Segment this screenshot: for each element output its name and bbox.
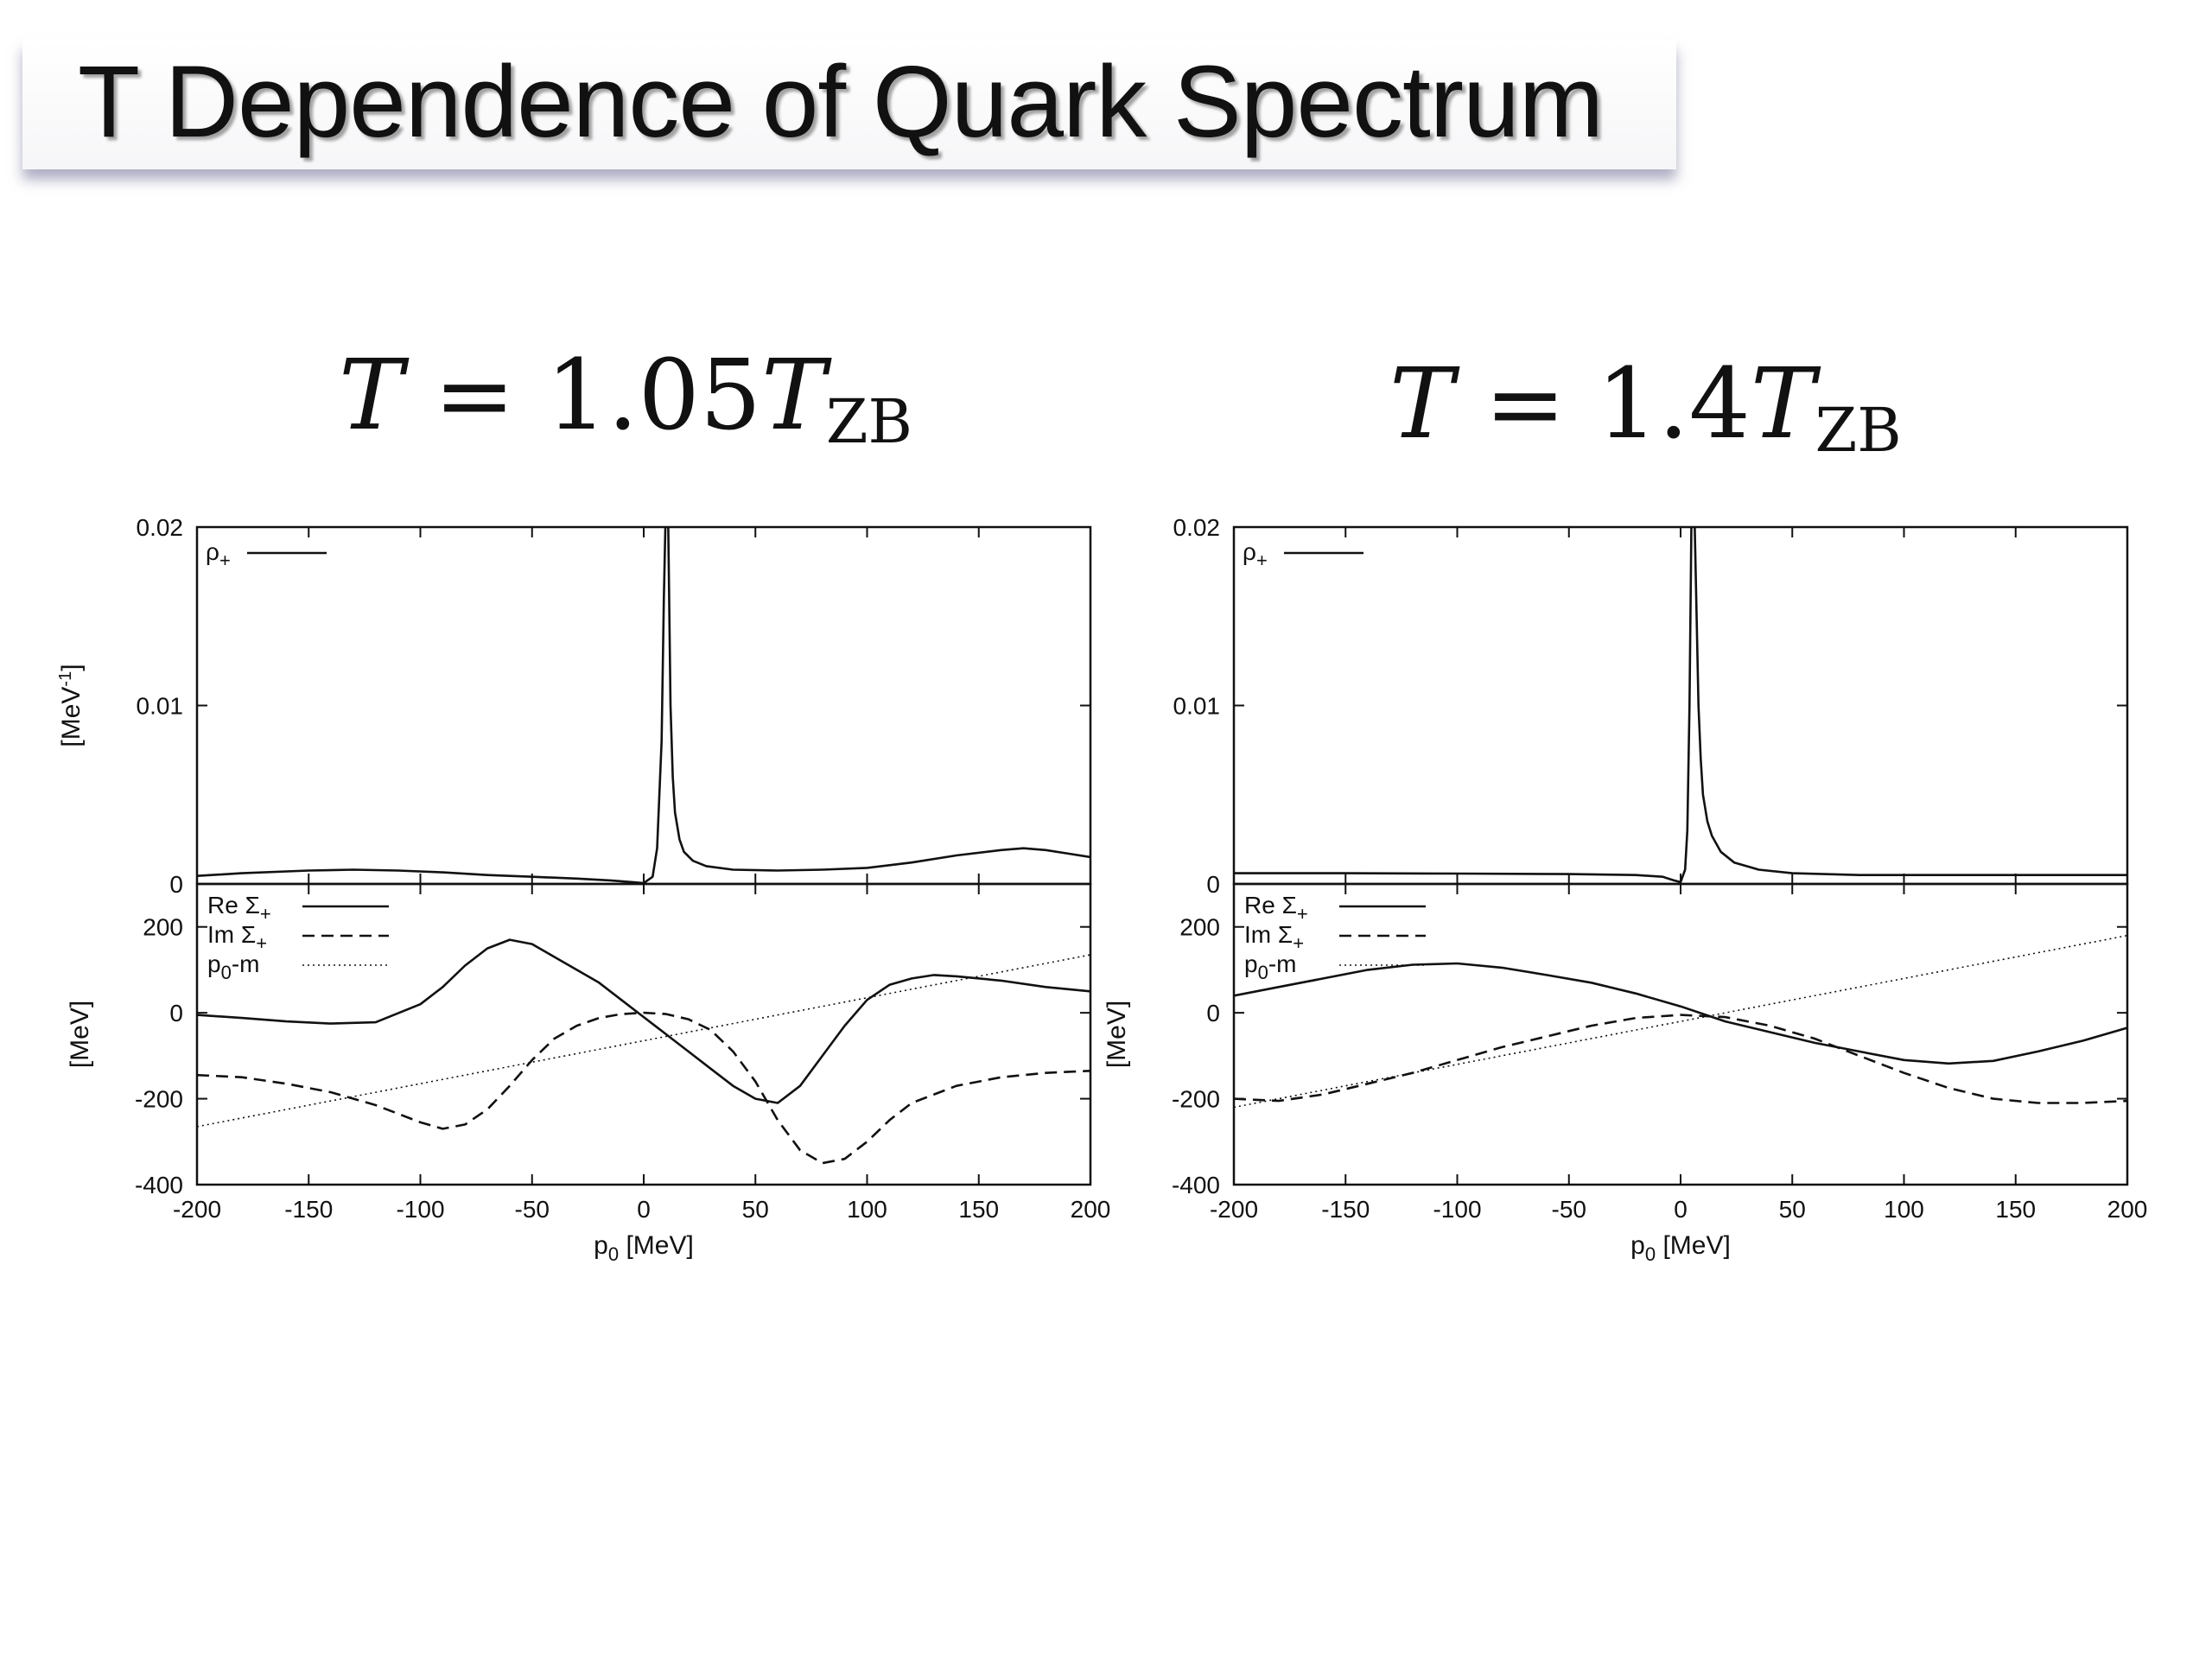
- spectral-function-plot: 0 0.01 0.02: [137, 514, 1092, 898]
- x-tick-label: -50: [1552, 1196, 1586, 1223]
- spectral-function-plot: 0 0.01 0.02: [1173, 514, 2129, 898]
- x-axis-label: p0 [MeV]: [1630, 1231, 1731, 1265]
- title-banner: T Dependence of Quark Spectrum: [22, 40, 1676, 169]
- x-tick-label: 50: [1779, 1196, 1806, 1223]
- legend-label: Re Σ+: [1244, 892, 1308, 925]
- temp-symbol: T: [339, 340, 404, 452]
- chart-panel-right: 0 0.01 0.02 -400 -200 0 200 -200 -150 -100 -50 0 50 1…: [1071, 501, 2177, 1279]
- y-tick-label: 0.01: [1173, 693, 1221, 720]
- series-line-series: [197, 527, 1090, 884]
- temp-var: T: [761, 340, 826, 452]
- plot-frame: [195, 525, 1092, 886]
- y-tick-label: 0.02: [137, 514, 184, 541]
- y-tick-label: 200: [143, 914, 183, 941]
- temp-subscript: ZB: [1815, 395, 1902, 466]
- legend-label: Im Σ+: [207, 921, 267, 954]
- x-tick-label: 50: [742, 1196, 769, 1223]
- chart-panel-left: 0 0.01 0.02 -400 -200 0 200 -200 -150 -100 -50 0 50 1…: [35, 501, 1141, 1279]
- x-tick-label: 150: [1995, 1196, 2036, 1223]
- legend-label: p0-m: [1244, 950, 1296, 983]
- temp-value: = 1.05: [403, 340, 762, 452]
- temperature-label-right: T = 1.4TZB: [1389, 356, 1902, 461]
- top-y-axis-label: [MeV-1]: [56, 664, 86, 747]
- temperature-label-left: T = 1.05TZB: [339, 347, 912, 452]
- x-tick-label: 200: [2107, 1196, 2148, 1223]
- y-tick-label: 0: [169, 1000, 183, 1027]
- y-tick-label: -200: [1172, 1086, 1220, 1113]
- legend-label: ρ+: [206, 538, 231, 571]
- x-tick-label: 200: [1071, 1196, 1111, 1223]
- x-tick-label: 0: [1674, 1196, 1688, 1223]
- x-tick-label: -200: [1210, 1196, 1258, 1223]
- x-tick-label: 100: [1884, 1196, 1924, 1223]
- plot-frame: [1232, 882, 2129, 1186]
- x-axis-label: p0 [MeV]: [594, 1231, 694, 1265]
- legend-label: Re Σ+: [207, 892, 271, 925]
- temp-value: = 1.4: [1453, 348, 1751, 461]
- y-tick-label: 0: [1206, 871, 1220, 898]
- plot-frame: [195, 882, 1092, 1186]
- x-tick-label: -100: [396, 1196, 444, 1223]
- series-line-series: [1234, 527, 2127, 884]
- legend-top: ρ+: [206, 538, 327, 571]
- temp-symbol: T: [1389, 348, 1454, 461]
- x-tick-label: -50: [515, 1196, 550, 1223]
- y-tick-label: -400: [1172, 1172, 1220, 1198]
- legend-label: p0-m: [207, 950, 259, 983]
- legend-label: Im Σ+: [1244, 921, 1304, 954]
- plot-frame: [1232, 525, 2129, 886]
- legend: Re Σ+Im Σ+p0-m: [1244, 892, 1426, 983]
- y-tick-label: 0: [1206, 1000, 1220, 1027]
- legend: Re Σ+Im Σ+p0-m: [207, 892, 389, 983]
- y-tick-label: -400: [135, 1172, 183, 1198]
- series-line-re: [197, 938, 1090, 1104]
- series-line-im: [1234, 1014, 2127, 1104]
- x-tick-label: -200: [173, 1196, 221, 1223]
- y-tick-label: -200: [135, 1086, 183, 1113]
- series-line-im: [197, 1011, 1090, 1165]
- y-tick-label: 0: [169, 871, 183, 898]
- x-tick-label: 0: [637, 1196, 651, 1223]
- y-tick-label: 0.01: [137, 693, 184, 720]
- temp-subscript: ZB: [825, 386, 912, 457]
- x-tick-label: 150: [958, 1196, 999, 1223]
- bottom-y-axis-label: [MeV]: [1103, 1001, 1131, 1068]
- series-line-p0-m: [197, 954, 1090, 1128]
- series-line-re: [1234, 962, 2127, 1065]
- bottom-y-axis-label: [MeV]: [66, 1001, 94, 1068]
- slide-title: T Dependence of Quark Spectrum: [78, 45, 1604, 159]
- series-line-p0-m: [1234, 934, 2127, 1109]
- legend-top: ρ+: [1243, 538, 1363, 571]
- x-tick-label: -100: [1433, 1196, 1481, 1223]
- x-tick-label: -150: [1321, 1196, 1370, 1223]
- x-tick-label: -150: [284, 1196, 333, 1223]
- legend-label: ρ+: [1243, 538, 1268, 571]
- y-tick-label: 200: [1179, 914, 1220, 941]
- y-tick-label: 0.02: [1173, 514, 1221, 541]
- temp-var: T: [1750, 348, 1815, 461]
- x-tick-label: 100: [847, 1196, 887, 1223]
